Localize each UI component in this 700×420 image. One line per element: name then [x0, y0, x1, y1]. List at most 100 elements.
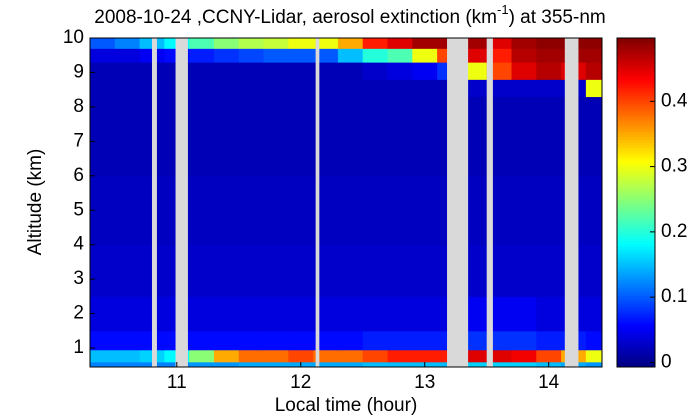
colorbar-slice: [617, 144, 655, 149]
heatmap-cell: [90, 349, 116, 363]
colorbar-slice: [617, 229, 655, 234]
colorbar-slice: [617, 273, 655, 278]
colorbar-slice: [617, 320, 655, 324]
heatmap-cell: [486, 38, 513, 49]
heatmap-cell: [337, 38, 364, 49]
colorbar-slice: [617, 194, 655, 198]
heatmap-cell: [461, 38, 488, 49]
heatmap-cell: [263, 79, 289, 98]
heatmap-cell: [536, 62, 562, 80]
heatmap-cell: [461, 349, 488, 363]
heatmap-cell: [362, 96, 389, 177]
colorbar-slice: [617, 246, 655, 250]
colorbar-slice: [617, 59, 655, 64]
heatmap-cell: [288, 244, 314, 297]
heatmap-cell: [263, 349, 289, 363]
heatmap-cell: [585, 62, 603, 80]
colorbar-slice: [617, 51, 655, 55]
x-tick-label: 14: [538, 372, 560, 393]
heatmap-cell: [189, 244, 215, 297]
heatmap-cell: [387, 296, 413, 332]
colorbar-slice: [617, 68, 655, 72]
colorbar-slice: [617, 103, 655, 108]
heatmap-cell: [238, 62, 265, 80]
colorbar-slice: [617, 251, 655, 256]
heatmap-cell: [511, 62, 537, 80]
colorbar-slice: [617, 112, 655, 116]
colorbar-slice: [617, 54, 655, 58]
colorbar-slice: [617, 120, 655, 124]
heatmap-cell: [486, 349, 513, 363]
colorbar-slice: [617, 325, 655, 330]
colorbar-slice: [617, 257, 655, 261]
heatmap-cell: [536, 349, 562, 363]
colorbar-slice: [617, 70, 655, 75]
heatmap-cell: [387, 38, 413, 49]
colorbar-tick-label: 0: [661, 351, 672, 372]
colorbar-slice: [617, 221, 655, 225]
colorbar-slice: [617, 284, 655, 288]
colorbar-slice: [617, 312, 655, 316]
colorbar-slice: [617, 295, 655, 299]
heatmap-cell: [90, 96, 116, 177]
heatmap-cell: [238, 244, 265, 297]
heatmap-cell: [313, 79, 339, 98]
colorbar-slice: [617, 177, 655, 182]
heatmap-cell: [90, 330, 116, 351]
heatmap-cell: [585, 38, 603, 49]
colorbar-slice: [617, 188, 655, 193]
y-tick-label: 4: [73, 234, 84, 255]
heatmap-cell: [511, 361, 537, 368]
heatmap-cell: [337, 96, 364, 177]
colorbar-slice: [617, 142, 655, 146]
colorbar-slice: [617, 213, 655, 217]
colorbar-slice: [617, 191, 655, 195]
heatmap-cell: [313, 62, 339, 80]
heatmap-cell: [337, 175, 364, 246]
heatmap-cell: [213, 96, 240, 177]
colorbar-slice: [617, 175, 655, 179]
heatmap-cell: [486, 79, 513, 98]
colorbar-tick-label: 0.3: [661, 156, 687, 177]
heatmap-cell: [238, 79, 265, 98]
colorbar-slice: [617, 331, 655, 335]
colorbar-slice: [617, 40, 655, 44]
heatmap-cell: [362, 349, 389, 363]
plot-frame: [89, 37, 603, 368]
heatmap-cell: [387, 48, 413, 63]
heatmap-cell: [536, 330, 562, 351]
colorbar-slice: [617, 101, 655, 105]
heatmap-cell: [362, 361, 389, 368]
heatmap-cell: [337, 79, 364, 98]
heatmap-cell: [461, 62, 488, 80]
heatmap-cell: [337, 330, 364, 351]
heatmap-cell: [362, 48, 389, 63]
heatmap-cell: [585, 296, 603, 332]
heatmap-cell: [213, 175, 240, 246]
heatmap-cell: [486, 48, 513, 63]
heatmap-cell: [461, 48, 488, 63]
colorbar-slice: [617, 347, 655, 352]
heatmap-cell: [114, 38, 141, 49]
heatmap-cell: [90, 361, 116, 368]
colorbar-slice: [617, 169, 655, 173]
heatmap-cell: [213, 62, 240, 80]
colorbar-frame: [616, 37, 656, 368]
heatmap-cell: [337, 361, 364, 368]
colorbar-slice: [617, 81, 655, 86]
heatmap-cell: [536, 48, 562, 63]
heatmap-cell: [288, 296, 314, 332]
heatmap-cell: [387, 349, 413, 363]
heatmap-cell: [90, 79, 116, 98]
heatmap-cell: [362, 62, 389, 80]
x-axis-label: Local time (hour): [275, 395, 418, 416]
heatmap-cell: [114, 48, 141, 63]
heatmap-cell: [412, 96, 438, 177]
heatmap-cell: [288, 79, 314, 98]
heatmap-cell: [263, 62, 289, 80]
colorbar-slice: [617, 84, 655, 88]
heatmap-cell: [213, 244, 240, 297]
heatmap-cell: [362, 79, 389, 98]
colorbar-slice: [617, 353, 655, 357]
colorbar-slice: [617, 227, 655, 231]
